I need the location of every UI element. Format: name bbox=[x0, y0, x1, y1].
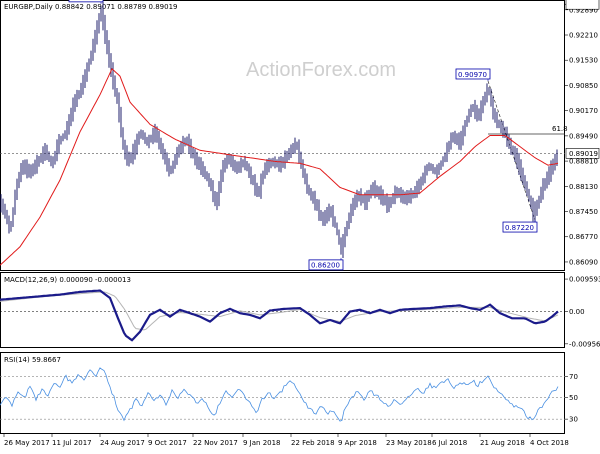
rsi-axis-label: 50 bbox=[569, 394, 578, 402]
macd-signal-line bbox=[0, 291, 559, 331]
date-axis-label: 22 Feb 2018 bbox=[291, 439, 335, 447]
price-axis-label: 0.86090 bbox=[569, 258, 598, 266]
date-axis-label: 4 Oct 2018 bbox=[530, 439, 569, 447]
fib-618-label: 61.8 bbox=[552, 125, 568, 133]
watermark: ActionForex.com bbox=[246, 59, 396, 81]
date-axis: 26 May 2017 11 Jul 2017 24 Aug 2017 9 Oct 2… bbox=[3, 434, 569, 447]
annotation-box bbox=[455, 68, 491, 80]
macd-panel-title: MACD(12,26,9) 0.000090 -0.000013 bbox=[4, 276, 131, 284]
price-axis-label: 0.90170 bbox=[569, 107, 598, 115]
price-axis-label: 0.88810 bbox=[569, 158, 598, 166]
macd-line bbox=[0, 289, 559, 342]
date-axis-label: 21 Aug 2018 bbox=[480, 439, 525, 447]
macd-axis-label: 0.009593 bbox=[569, 276, 600, 284]
price-axis-label: 0.90850 bbox=[569, 82, 598, 90]
date-axis-label: 9 Oct 2017 bbox=[148, 439, 187, 447]
rsi-axis-label: 70 bbox=[569, 373, 578, 381]
top-price-box bbox=[565, 0, 600, 10]
annotation-label: 0.90970 bbox=[458, 71, 487, 79]
price-axis-label: 0.92210 bbox=[569, 32, 598, 40]
price-axis: 0.930400.928900.922100.915300.908500.901… bbox=[565, 0, 600, 266]
price-axis-label: 0.89490 bbox=[569, 132, 598, 140]
macd-axis-label: 0.00 bbox=[569, 308, 585, 316]
date-axis-label: 24 Aug 2017 bbox=[100, 439, 145, 447]
date-axis-label: 22 Nov 2017 bbox=[193, 439, 238, 447]
rsi-series-layer bbox=[0, 367, 565, 422]
annotation-box bbox=[68, 0, 104, 3]
current-price-label: 0.89019 bbox=[569, 150, 598, 158]
rsi-axis: 70 50 30 bbox=[565, 373, 578, 424]
price-series-layer: 61.8 0.93050 0.86200 0.90970 0.87220 bbox=[0, 0, 568, 271]
date-axis-label: 6 Jul 2018 bbox=[432, 439, 467, 447]
price-panel-title: EURGBP,Daily 0.88842 0.89071 0.88789 0.8… bbox=[4, 3, 177, 11]
rsi-panel-title: RSI(14) 59.8667 bbox=[4, 356, 61, 364]
macd-series-layer bbox=[0, 289, 565, 342]
date-axis-label: 9 Jan 2018 bbox=[243, 439, 281, 447]
price-axis-label: 0.88130 bbox=[569, 183, 598, 191]
date-axis-label: 11 Jul 2017 bbox=[52, 439, 92, 447]
rsi-axis-label: 30 bbox=[569, 416, 578, 424]
annotation-label: 0.87220 bbox=[505, 224, 534, 232]
annotation-label: 0.86200 bbox=[311, 262, 340, 270]
price-axis-label: 0.91530 bbox=[569, 57, 598, 65]
price-axis-label: 0.87450 bbox=[569, 208, 598, 216]
macd-panel-frame bbox=[0, 272, 565, 348]
date-axis-label: 26 May 2017 bbox=[4, 439, 50, 447]
date-axis-label: 9 Apr 2018 bbox=[338, 439, 377, 447]
macd-axis: 0.009593 0.00 -0.009562 bbox=[565, 276, 600, 348]
downtrend-line bbox=[487, 80, 536, 221]
date-axis-label: 23 May 2018 bbox=[386, 439, 432, 447]
price-panel-frame bbox=[0, 0, 565, 271]
rsi-panel-frame bbox=[0, 352, 565, 434]
rsi-line bbox=[0, 367, 559, 422]
macd-axis-label: -0.009562 bbox=[569, 340, 600, 348]
current-price-box bbox=[565, 148, 600, 159]
annotation-box bbox=[308, 259, 344, 271]
price-axis-label: 0.92890 bbox=[569, 6, 598, 14]
annotation-label: 0.93050 bbox=[71, 0, 100, 2]
price-axis-label: 0.86770 bbox=[569, 233, 598, 241]
annotation-box bbox=[502, 221, 538, 233]
ema-line bbox=[0, 67, 559, 266]
